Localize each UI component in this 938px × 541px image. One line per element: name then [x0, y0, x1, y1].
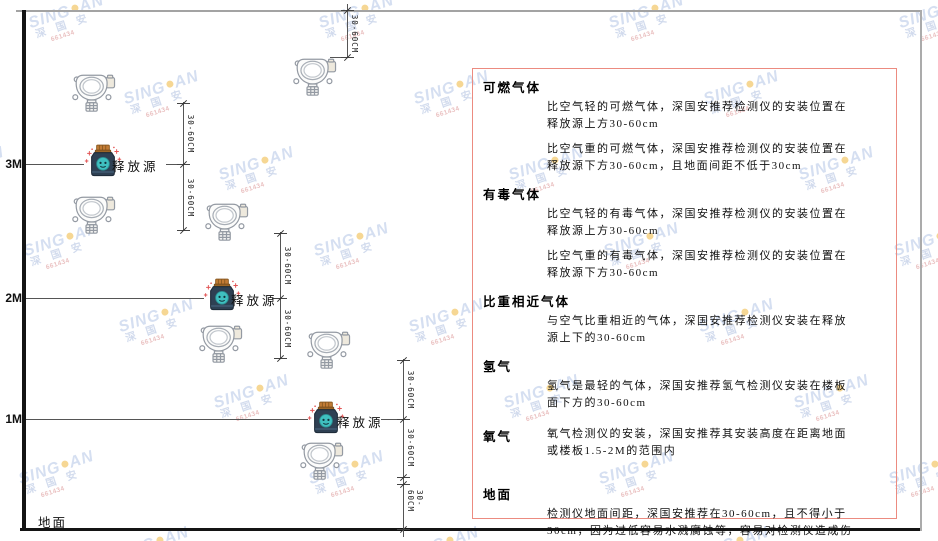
dimension-stub-line [166, 164, 184, 165]
level-label-2m: 2M [5, 291, 22, 305]
guideline-section: 地面检测仪地面间距，深国安推荐在30-60cm，且不得小于30cm，因为过低容易… [483, 484, 886, 541]
detector-drawing [293, 58, 337, 96]
dimension-line [347, 4, 348, 58]
detector-drawing [307, 331, 351, 369]
guideline-section: 氢气氢气是最轻的气体，深国安推荐氢气检测仪安装在楼板面下方的30-60cm [483, 356, 886, 412]
ground-label: 地面 [38, 516, 68, 530]
section-paragraph: 氧气检测仪的安装，深国安推荐其安装高度在距离地面或楼板1.5-2M的范围内 [547, 428, 847, 457]
dimension-label: 30-60CM [406, 370, 415, 410]
guideline-section: 有毒气体 比空气轻的有毒气体，深国安推荐检测仪的安装位置在释放源上方30-60cm… [483, 184, 886, 282]
section-heading: 氧气 [483, 430, 513, 444]
section-heading: 地面 [483, 488, 513, 502]
level-line-2m [26, 298, 204, 299]
left-wall-line [22, 10, 26, 530]
level-line-1m [26, 419, 308, 420]
detector-drawing [72, 74, 116, 112]
level-label-3m: 3M [5, 157, 22, 171]
guideline-panel: 可燃气体 比空气轻的可燃气体，深国安推荐检测仪的安装位置在释放源上方30-60cm… [472, 68, 897, 537]
release-source-icon [83, 144, 123, 184]
guideline-section: 氧气 氧气检测仪的安装，深国安推荐其安装高度在距离地面或楼板1.5-2M的范围内 [483, 420, 886, 468]
level-line-3m [26, 164, 84, 165]
dimension-label: 30-60CM [283, 309, 292, 349]
section-heading: 有毒气体 [483, 188, 542, 202]
release-source-icon [306, 401, 346, 441]
dimension-label: 30-60CM [186, 114, 195, 154]
source-bottle-drawing [307, 401, 345, 434]
dimension-line [183, 102, 184, 231]
dimension-label: 30-60CM [283, 246, 292, 286]
ground-line [20, 528, 922, 531]
release-source-label: 释放源 [112, 160, 159, 174]
guideline-sections: 可燃气体 比空气轻的可燃气体，深国安推荐检测仪的安装位置在释放源上方30-60cm… [483, 77, 886, 541]
ceiling-detector [291, 55, 338, 103]
ceiling-line [16, 10, 922, 12]
dimension-label: 30-60CM [186, 178, 195, 218]
dimension-line [403, 359, 404, 537]
release-source-label: 释放源 [337, 416, 384, 430]
detector-drawing [205, 203, 249, 241]
detector-above-3m [70, 71, 117, 119]
detector-below-2m [197, 322, 244, 370]
detector-above-1m [305, 328, 352, 376]
detector-drawing [199, 325, 243, 363]
source-bottle-drawing [203, 278, 241, 311]
source-bottle-drawing [84, 144, 122, 177]
dimension-label: 30-60CM [406, 490, 424, 513]
section-heading: 可燃气体 [483, 81, 542, 95]
section-paragraph: 与空气比重相近的气体，深国安推荐检测仪安装在释放源上下的30-60cm [547, 315, 847, 344]
section-paragraph: 比空气轻的可燃气体，深国安推荐检测仪的安装位置在释放源上方30-60cm [547, 101, 847, 130]
section-paragraph: 比空气重的有毒气体，深国安推荐检测仪的安装位置在释放源下方30-60cm [547, 250, 847, 279]
section-paragraph: 比空气轻的有毒气体，深国安推荐检测仪的安装位置在释放源上方30-60cm [547, 208, 847, 237]
section-paragraph: 检测仪地面间距，深国安推荐在30-60cm，且不得小于30cm，因为过低容易水溅… [547, 508, 853, 537]
section-paragraph: 比空气重的可燃气体，深国安推荐检测仪的安装位置在释放源下方30-60cm，且地面… [547, 143, 847, 172]
detector-above-2m [203, 200, 250, 248]
section-heading: 比重相近气体 [483, 295, 571, 309]
dimension-stub-line [381, 419, 404, 420]
dimension-stub-line [330, 57, 348, 58]
release-source-icon [202, 278, 242, 318]
dimension-label: 30-60CM [406, 428, 415, 468]
level-label-1m: 1M [5, 412, 22, 426]
dimension-label: 30-60CM [350, 14, 359, 54]
right-border-line [920, 10, 922, 531]
release-source-label: 释放源 [231, 294, 278, 308]
section-heading: 氢气 [483, 360, 513, 374]
section-paragraph: 氢气是最轻的气体，深国安推荐氢气检测仪安装在楼板面下方的30-60cm [547, 380, 847, 409]
detector-below-3m [70, 193, 117, 241]
guideline-section: 可燃气体 比空气轻的可燃气体，深国安推荐检测仪的安装位置在释放源上方30-60cm… [483, 77, 886, 175]
guideline-section: 比重相近气体与空气比重相近的气体，深国安推荐检测仪安装在释放源上下的30-60c… [483, 291, 886, 347]
detector-below-1m [298, 439, 345, 487]
detector-drawing [300, 442, 344, 480]
detector-drawing [72, 196, 116, 234]
dimension-line [280, 232, 281, 359]
